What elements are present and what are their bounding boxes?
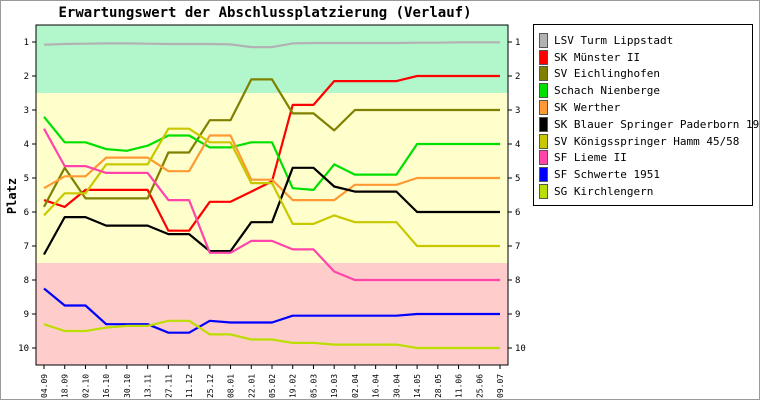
legend-swatch-5 — [539, 116, 548, 132]
ytick-label-right-5: 5 — [515, 174, 520, 184]
series-line-4 — [43, 134, 500, 202]
series-line-6 — [43, 127, 500, 248]
ytick-label-right-6: 6 — [515, 208, 520, 218]
legend-item-5: SK Blauer Springer Paderborn 1926 — [539, 116, 760, 133]
legend-label-3: Schach Nienberge — [554, 84, 660, 98]
xtick-label-5: 13.11 — [144, 374, 153, 398]
xtick-label-17: 30.04 — [392, 374, 401, 398]
legend-label-2: SV Eichlinghofen — [554, 67, 660, 81]
xtick-label-15: 02.04 — [351, 374, 360, 398]
legend-swatch-3 — [539, 83, 548, 99]
ytick-label-left-9: 9 — [24, 310, 29, 320]
xtick-label-19: 28.05 — [434, 374, 443, 398]
legend-item-1: SK Münster II — [539, 49, 752, 66]
legend-item-4: SK Werther — [539, 99, 752, 116]
legend-label-1: SK Münster II — [554, 50, 641, 64]
legend-swatch-2 — [539, 66, 548, 82]
ytick-label-right-1: 1 — [515, 38, 520, 48]
ytick-label-left-10: 10 — [18, 344, 29, 354]
ytick-label-right-4: 4 — [515, 140, 520, 150]
ytick-label-right-3: 3 — [515, 106, 520, 116]
legend-item-2: SV Eichlinghofen — [539, 66, 752, 83]
series-line-3 — [43, 116, 500, 191]
xtick-label-22: 09.07 — [496, 374, 505, 398]
xtick-label-3: 16.10 — [102, 374, 111, 398]
legend-label-6: SV Königsspringer Hamm 45/58 — [554, 134, 740, 148]
ytick-label-left-1: 1 — [24, 38, 29, 48]
xtick-label-13: 05.03 — [309, 374, 318, 398]
ytick-label-left-6: 6 — [24, 208, 29, 218]
ytick-label-right-8: 8 — [515, 276, 520, 286]
xtick-label-1: 18.09 — [61, 374, 70, 398]
ytick-label-left-8: 8 — [24, 276, 29, 286]
series-line-9 — [43, 319, 500, 350]
xtick-label-18: 14.05 — [413, 374, 422, 398]
xtick-label-16: 16.04 — [372, 374, 381, 398]
xtick-label-12: 19.02 — [289, 374, 298, 398]
ytick-label-left-5: 5 — [24, 174, 29, 184]
legend-label-4: SK Werther — [554, 101, 621, 115]
xtick-label-20: 11.06 — [455, 374, 464, 398]
series-line-1 — [43, 74, 500, 232]
legend-label-5: SK Blauer Springer Paderborn 1926 — [554, 117, 760, 131]
legend-item-8: SF Schwerte 1951 — [539, 166, 752, 183]
series-line-0 — [43, 41, 500, 49]
xtick-label-2: 02.10 — [81, 374, 90, 398]
ytick-label-right-2: 2 — [515, 72, 520, 82]
xtick-label-9: 08.01 — [227, 374, 236, 398]
xtick-label-11: 05.02 — [268, 374, 277, 398]
series-line-7 — [43, 128, 500, 282]
legend-label-8: SF Schwerte 1951 — [554, 168, 660, 182]
zone-band-0 — [36, 25, 508, 93]
ytick-label-left-7: 7 — [24, 242, 29, 252]
legend-swatch-8 — [539, 167, 548, 183]
xtick-label-14: 19.03 — [330, 374, 339, 398]
legend-swatch-9 — [539, 184, 548, 200]
legend-swatch-4 — [539, 100, 548, 116]
chart-legend: LSV Turm Lippstadt SK Münster II SV Eichli… — [533, 24, 760, 206]
legend-item-6: SV Königsspringer Hamm 45/58 — [539, 133, 752, 150]
legend-swatch-6 — [539, 133, 548, 149]
y-axis-label: Platz — [5, 178, 19, 214]
legend-item-9: SG Kirchlengern — [539, 183, 752, 200]
legend-swatch-1 — [539, 49, 548, 65]
legend-label-7: SF Lieme II — [554, 151, 627, 165]
legend-label-0: LSV Turm Lippstadt — [554, 33, 674, 47]
series-line-5 — [43, 166, 500, 256]
ytick-label-right-10: 10 — [515, 344, 526, 354]
xtick-label-10: 22.01 — [247, 374, 256, 398]
xtick-label-7: 11.12 — [185, 374, 194, 398]
series-line-2 — [43, 78, 500, 208]
xtick-label-6: 27.11 — [164, 374, 173, 398]
ytick-label-left-4: 4 — [24, 140, 29, 150]
xtick-label-21: 25.06 — [475, 374, 484, 398]
xtick-label-0: 04.09 — [40, 374, 49, 398]
series-line-8 — [43, 287, 500, 334]
chart-title: Erwartungswert der Abschlussplatzierung … — [58, 5, 472, 21]
legend-item-0: LSV Turm Lippstadt — [539, 32, 752, 49]
legend-swatch-0 — [539, 32, 548, 48]
legend-label-9: SG Kirchlengern — [554, 185, 654, 199]
ytick-label-right-7: 7 — [515, 242, 520, 252]
legend-item-3: Schach Nienberge — [539, 82, 752, 99]
ytick-label-right-9: 9 — [515, 310, 520, 320]
ytick-label-left-2: 2 — [24, 72, 29, 82]
legend-item-7: SF Lieme II — [539, 150, 752, 167]
xtick-label-4: 30.10 — [123, 374, 132, 398]
legend-swatch-7 — [539, 150, 548, 166]
ytick-label-left-3: 3 — [24, 106, 29, 116]
xtick-label-8: 25.12 — [206, 374, 215, 398]
